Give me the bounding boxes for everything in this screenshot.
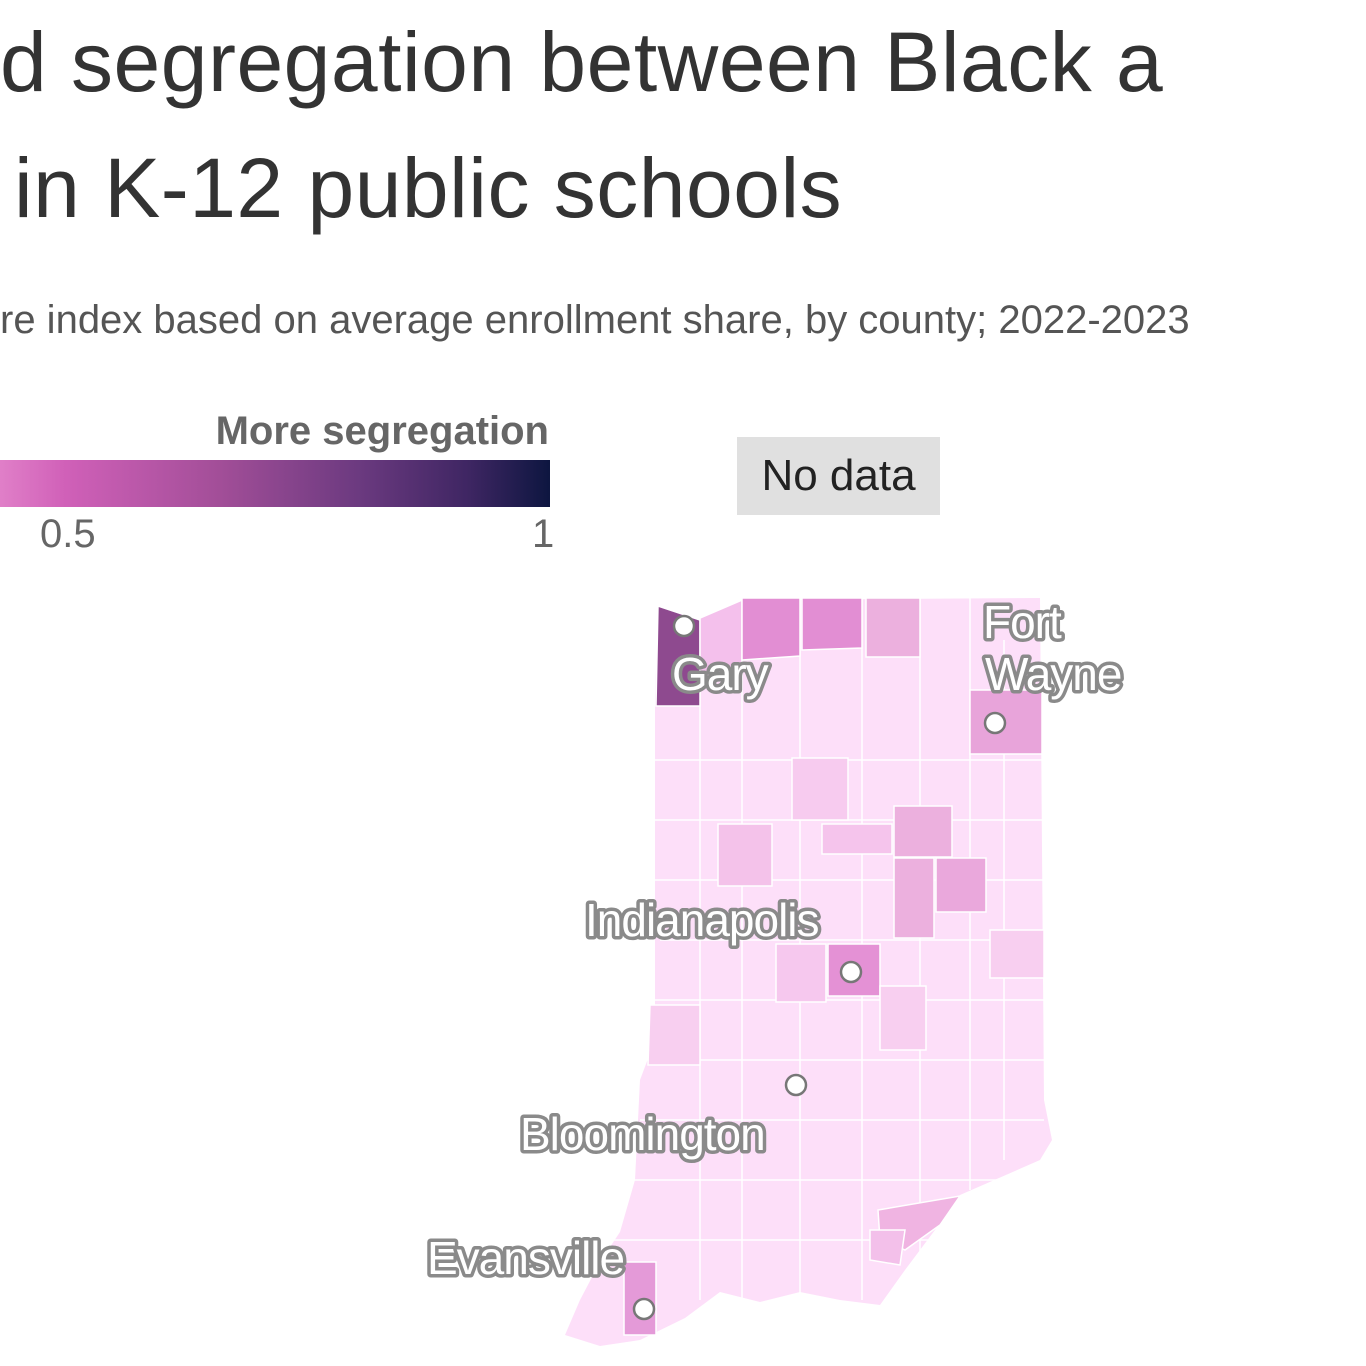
city-dot-indianapolis [839, 960, 863, 984]
city-dot-fort-wayne [983, 711, 1007, 735]
city-label-bloomington: Bloomington [520, 1108, 765, 1160]
county [791, 757, 849, 821]
chart-title-line-1: d segregation between Black a [0, 15, 1164, 109]
legend-tick-0-5: 0.5 [40, 512, 96, 556]
county [775, 943, 827, 1003]
county-st-joseph [801, 597, 863, 651]
county-border-lines-horizontal [610, 759, 1044, 1241]
county [935, 857, 987, 913]
county [893, 857, 935, 939]
legend-tick-1: 1 [532, 512, 555, 556]
city-dot-gary [672, 614, 696, 638]
city-label-evansville: Evansville [427, 1232, 624, 1284]
city-label-fort: Fort [983, 596, 1062, 648]
city-labels: Gary Fort Wayne Indianapolis Bloomington… [424, 593, 1126, 1288]
no-data-legend: No data [737, 437, 940, 515]
county [717, 823, 773, 887]
county [647, 1004, 701, 1066]
county [989, 929, 1045, 979]
county [879, 985, 927, 1051]
counties [623, 597, 1045, 1336]
county-porter [699, 598, 743, 681]
county [821, 823, 893, 855]
city-label-indianapolis: Indianapolis [585, 894, 819, 946]
city-label-wayne: Wayne [985, 648, 1121, 700]
city-markers [632, 614, 1007, 1321]
chart-subtitle: re index based on average enrollment sha… [0, 298, 1190, 342]
legend-color-scale [0, 460, 550, 507]
county-laporte [741, 597, 801, 661]
city-dot-bloomington [784, 1073, 808, 1097]
city-dot-evansville [632, 1297, 656, 1321]
county-elkhart [865, 597, 921, 658]
legend-title: More segregation [215, 409, 549, 453]
county [869, 1229, 906, 1266]
chart-title-line-2: in K-12 public schools [14, 141, 843, 235]
county [893, 805, 953, 858]
city-label-gary: Gary [672, 648, 769, 700]
